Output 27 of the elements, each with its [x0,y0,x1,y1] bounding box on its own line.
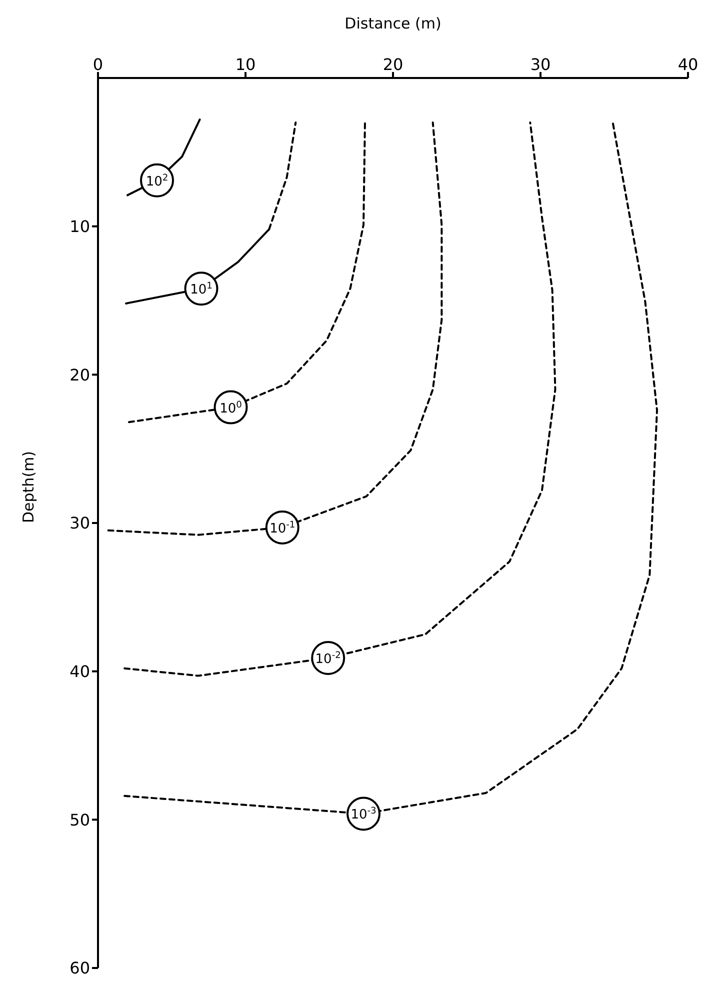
y-tick-label: 20 [70,365,90,384]
line-series [124,122,556,677]
circled-label: 10$^{-1}$ [265,510,300,544]
annotation: 10$^{-3}$ [350,806,377,823]
annotation: 10$^{0}$ [220,400,242,416]
y-tick-label: 30 [70,514,90,533]
x-tick-label: 40 [678,55,698,74]
y-tick-label: 40 [70,662,90,682]
y-tick-label: 10 [70,217,90,236]
x-tick-label: 10 [235,55,256,74]
x-axis-title: Distance (m) [344,14,442,33]
y-axis-title: Depth(m) [19,450,38,523]
x-tick-label: 0 [92,55,104,74]
circled-label: 10$^{-3}$ [346,796,380,831]
circled-label: 10$^{2}$ [140,163,174,198]
x-tick-label: 30 [530,55,551,74]
line-series [128,122,366,424]
circled-label: 10$^{-2}$ [311,640,346,675]
annotation: 10$^{2}$ [146,173,168,190]
x-tick-label: 20 [382,55,404,74]
y-tick-label: 50 [70,810,90,830]
annotation: 10$^{1}$ [190,282,212,298]
circled-label: 10$^{0}$ [214,390,248,424]
annotation: 10$^{-1}$ [270,520,296,536]
circled-label: 10$^{1}$ [184,272,218,306]
annotation: 10$^{-2}$ [315,650,341,667]
y-tick-label: 60 [70,958,90,978]
